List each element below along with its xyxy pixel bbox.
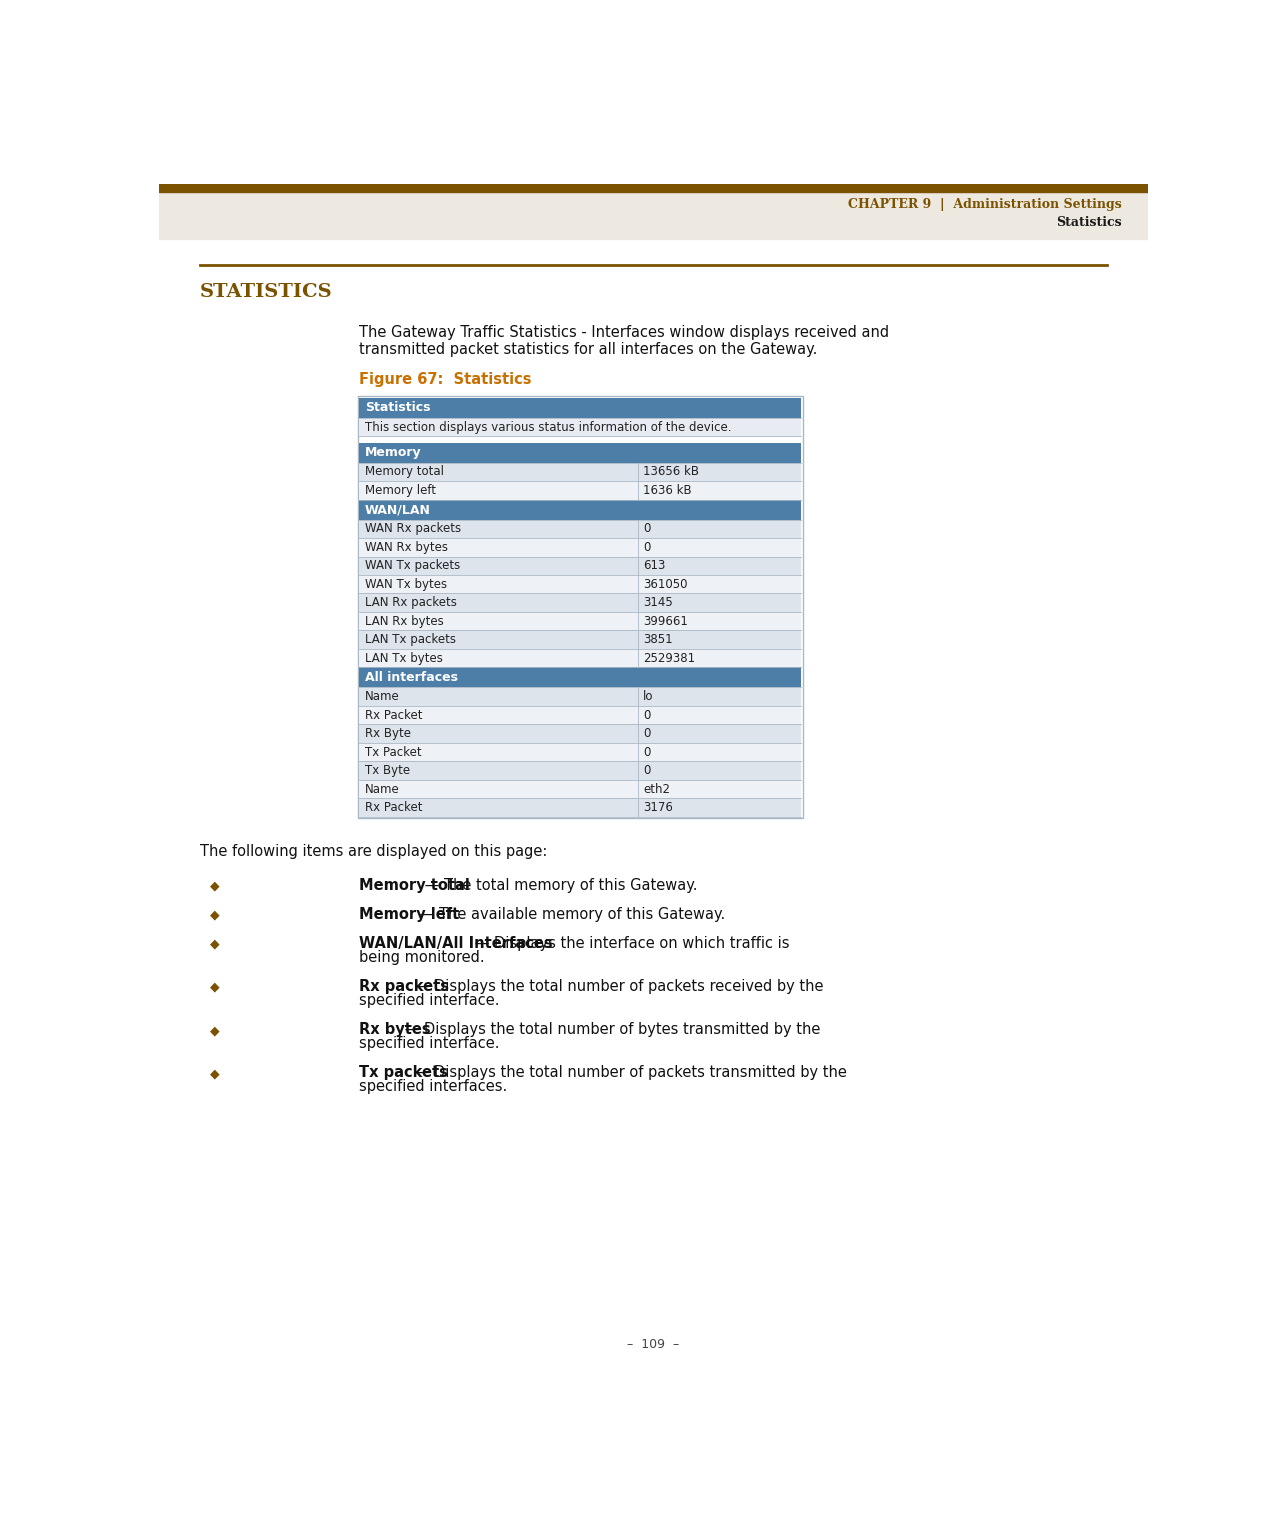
Text: The following items are displayed on this page:: The following items are displayed on thi… (200, 844, 547, 859)
Text: LAN Tx bytes: LAN Tx bytes (365, 651, 442, 665)
Text: WAN/LAN/All Interfaces: WAN/LAN/All Interfaces (360, 936, 553, 951)
Text: Figure 67:  Statistics: Figure 67: Statistics (360, 372, 532, 388)
Text: 0: 0 (643, 764, 650, 777)
Text: WAN Tx packets: WAN Tx packets (365, 559, 460, 573)
Text: 3145: 3145 (643, 596, 673, 610)
Text: This section displays various status information of the device.: This section displays various status inf… (365, 421, 732, 434)
Bar (360, 499, 801, 519)
Text: 0: 0 (643, 746, 650, 758)
Text: Rx Byte: Rx Byte (365, 728, 411, 740)
Text: — Displays the total number of packets transmitted by the: — Displays the total number of packets t… (409, 1065, 847, 1080)
Text: specified interface.: specified interface. (360, 1036, 500, 1051)
Text: transmitted packet statistics for all interfaces on the Gateway.: transmitted packet statistics for all in… (360, 342, 817, 357)
Text: ◆: ◆ (210, 980, 221, 994)
Text: 0: 0 (643, 522, 650, 535)
Text: CHAPTER 9  |  Administration Settings: CHAPTER 9 | Administration Settings (848, 198, 1122, 211)
Text: lo: lo (643, 689, 654, 703)
Text: ◆: ◆ (210, 938, 221, 951)
Bar (360, 538, 801, 556)
Text: ◆: ◆ (210, 879, 221, 892)
Text: WAN Rx packets: WAN Rx packets (365, 522, 460, 535)
Text: 613: 613 (643, 559, 666, 573)
Text: All interfaces: All interfaces (365, 671, 458, 683)
Text: Rx Packet: Rx Packet (365, 709, 422, 722)
Text: Memory: Memory (365, 446, 421, 460)
Bar (360, 398, 801, 418)
Bar (360, 650, 801, 668)
Text: 13656 kB: 13656 kB (643, 466, 699, 478)
Bar (358, 397, 803, 818)
Bar (360, 463, 801, 481)
Bar (360, 668, 801, 688)
Text: being monitored.: being monitored. (360, 950, 484, 965)
Text: WAN Rx bytes: WAN Rx bytes (365, 541, 448, 553)
Bar (360, 481, 801, 499)
Text: Statistics: Statistics (365, 401, 430, 415)
Bar (360, 556, 801, 574)
Text: Memory total: Memory total (365, 466, 444, 478)
Text: STATISTICS: STATISTICS (200, 282, 333, 300)
Text: ◆: ◆ (210, 1066, 221, 1080)
Text: 399661: 399661 (643, 614, 687, 628)
Text: Memory left: Memory left (365, 484, 436, 496)
Bar (159, 184, 1148, 239)
Bar (159, 184, 1148, 192)
Text: LAN Tx packets: LAN Tx packets (365, 633, 455, 647)
Text: — The available memory of this Gateway.: — The available memory of this Gateway. (414, 907, 725, 922)
Text: Tx Byte: Tx Byte (365, 764, 409, 777)
Text: specified interface.: specified interface. (360, 993, 500, 1008)
Bar (360, 761, 801, 780)
Bar (360, 443, 801, 463)
Text: — The total memory of this Gateway.: — The total memory of this Gateway. (419, 878, 697, 893)
Text: 361050: 361050 (643, 578, 687, 591)
Bar (360, 418, 801, 437)
Text: — Displays the total number of packets received by the: — Displays the total number of packets r… (409, 979, 824, 994)
Bar (360, 593, 801, 611)
Bar (360, 780, 801, 798)
Text: 3176: 3176 (643, 801, 673, 813)
Text: The Gateway Traffic Statistics - Interfaces window displays received and: The Gateway Traffic Statistics - Interfa… (360, 325, 890, 340)
Text: 2529381: 2529381 (643, 651, 695, 665)
Bar (360, 706, 801, 725)
Text: Rx packets: Rx packets (360, 979, 449, 994)
Text: Statistics: Statistics (1056, 216, 1122, 228)
Text: Tx packets: Tx packets (360, 1065, 449, 1080)
Text: Memory left: Memory left (360, 907, 459, 922)
Text: 0: 0 (643, 728, 650, 740)
Text: 1636 kB: 1636 kB (643, 484, 691, 496)
Text: 3851: 3851 (643, 633, 673, 647)
Bar (360, 798, 801, 817)
Text: 0: 0 (643, 541, 650, 553)
Text: — Displays the interface on which traffic is: — Displays the interface on which traffi… (470, 936, 789, 951)
Bar (360, 743, 801, 761)
Bar (360, 688, 801, 706)
Text: Rx bytes: Rx bytes (360, 1022, 431, 1037)
Text: –  109  –: – 109 – (627, 1339, 680, 1351)
Text: Tx Packet: Tx Packet (365, 746, 421, 758)
Text: LAN Rx packets: LAN Rx packets (365, 596, 456, 610)
Text: WAN Tx bytes: WAN Tx bytes (365, 578, 446, 591)
Bar (360, 631, 801, 650)
Text: Memory total: Memory total (360, 878, 470, 893)
Text: LAN Rx bytes: LAN Rx bytes (365, 614, 444, 628)
Text: Rx Packet: Rx Packet (365, 801, 422, 813)
Text: ◆: ◆ (210, 1023, 221, 1037)
Bar (360, 725, 801, 743)
Text: eth2: eth2 (643, 783, 669, 795)
Text: Name: Name (365, 689, 399, 703)
Bar (360, 611, 801, 631)
Bar (360, 519, 801, 538)
Bar (360, 574, 801, 593)
Text: Name: Name (365, 783, 399, 795)
Text: specified interfaces.: specified interfaces. (360, 1080, 507, 1094)
Text: — Displays the total number of bytes transmitted by the: — Displays the total number of bytes tra… (399, 1022, 820, 1037)
Text: 0: 0 (643, 709, 650, 722)
Text: ◆: ◆ (210, 908, 221, 921)
Text: WAN/LAN: WAN/LAN (365, 502, 431, 516)
